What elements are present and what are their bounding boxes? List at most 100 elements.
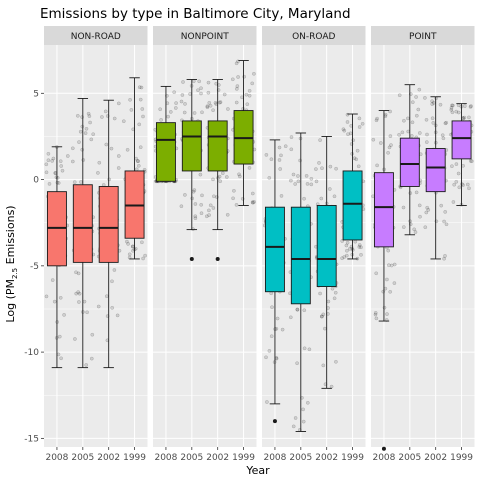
chart-title: Emissions by type in Baltimore City, Mar… xyxy=(40,6,351,22)
jitter-point xyxy=(302,346,307,351)
jitter-point xyxy=(204,214,209,219)
jitter-point xyxy=(334,166,338,171)
box-body xyxy=(451,120,472,160)
box-body xyxy=(72,184,93,263)
jitter-point xyxy=(443,121,448,126)
jitter-point xyxy=(234,203,239,207)
jitter-point xyxy=(129,108,134,112)
jitter-point xyxy=(449,107,454,112)
jitter-point xyxy=(80,124,85,129)
jitter-point xyxy=(359,252,363,257)
jitter-point xyxy=(387,145,392,150)
jitter-point xyxy=(70,146,75,151)
box-body xyxy=(425,148,446,193)
jitter-point xyxy=(342,255,347,259)
jitter-point xyxy=(116,101,121,106)
jitter-point xyxy=(247,166,252,170)
jitter-point xyxy=(191,79,196,84)
jitter-point xyxy=(193,214,198,219)
jitter-point xyxy=(96,171,100,175)
jitter-point xyxy=(166,114,170,119)
facet-panel: POINT 2008 2005 2002 1999 xyxy=(371,26,475,463)
jitter-point xyxy=(100,115,104,119)
jitter-point xyxy=(295,307,300,312)
jitter-point xyxy=(321,312,326,317)
jitter-point xyxy=(46,151,51,156)
jitter-point xyxy=(314,167,318,171)
jitter-point xyxy=(235,84,240,88)
jitter-point xyxy=(104,294,109,299)
jitter-point xyxy=(74,291,79,296)
jitter-point xyxy=(269,334,274,339)
jitter-point xyxy=(112,116,117,121)
jitter-point xyxy=(51,156,56,161)
jitter-point xyxy=(468,105,473,109)
jitter-point xyxy=(125,239,129,244)
jitter-point xyxy=(301,419,306,424)
jitter-point xyxy=(192,111,197,115)
jitter-point xyxy=(77,291,82,296)
jitter-point xyxy=(346,132,350,137)
jitter-point xyxy=(401,205,406,210)
jitter-point xyxy=(454,162,459,166)
jitter-point xyxy=(270,305,274,310)
jitter-point xyxy=(250,191,255,196)
jitter-point xyxy=(424,117,429,122)
jitter-point xyxy=(449,106,454,110)
jitter-point xyxy=(59,356,63,361)
jitter-point xyxy=(179,99,184,104)
jitter-point xyxy=(450,103,455,108)
jitter-point xyxy=(462,104,467,109)
box-body xyxy=(181,120,202,172)
facet-strip xyxy=(262,26,366,45)
jitter-point xyxy=(128,97,132,102)
jitter-point xyxy=(62,313,66,317)
jitter-point xyxy=(84,363,89,367)
jitter-point xyxy=(469,104,473,108)
box-2008 xyxy=(46,146,67,369)
jitter-point xyxy=(269,291,274,296)
jitter-point xyxy=(431,121,436,125)
jitter-point xyxy=(77,300,81,304)
jitter-point xyxy=(397,93,402,98)
jitter-point xyxy=(359,245,363,250)
jitter-point xyxy=(305,182,310,186)
jitter-point xyxy=(234,100,239,105)
jitter-point xyxy=(247,93,252,98)
jitter-point xyxy=(442,256,446,261)
jitter-point xyxy=(89,356,94,361)
outlier-point xyxy=(189,256,194,261)
jitter-point xyxy=(251,200,255,205)
jitter-point xyxy=(222,92,227,97)
jitter-point xyxy=(374,271,379,276)
jitter-point xyxy=(241,106,245,111)
jitter-point xyxy=(96,304,101,309)
facet-panel: ON-ROAD 2008 2005 2002 1999 xyxy=(262,26,366,463)
x-tick-label: 2002 xyxy=(97,453,120,463)
jitter-point xyxy=(247,88,252,93)
jitter-point xyxy=(314,179,319,184)
jitter-point xyxy=(467,186,471,191)
jitter-point xyxy=(174,101,178,105)
y-axis-title-suffix: Emissions) xyxy=(4,205,17,267)
x-tick-label: 2005 xyxy=(289,453,312,463)
jitter-point xyxy=(75,113,80,118)
jitter-point xyxy=(234,87,239,91)
jitter-point xyxy=(110,279,114,284)
jitter-point xyxy=(302,196,306,201)
jitter-point xyxy=(357,125,362,129)
jitter-point xyxy=(468,159,473,163)
jitter-point xyxy=(374,118,379,123)
y-tick-label: -5 xyxy=(30,262,39,272)
jitter-point xyxy=(275,316,280,321)
jitter-point xyxy=(199,211,204,216)
jitter-point xyxy=(289,178,293,183)
jitter-point xyxy=(44,294,49,299)
facet-strip-label: NON-ROAD xyxy=(71,32,121,42)
jitter-point xyxy=(402,118,406,123)
jitter-point xyxy=(245,102,250,107)
jitter-point xyxy=(410,100,415,105)
x-tick-label: 2008 xyxy=(372,453,395,463)
jitter-point xyxy=(418,214,422,219)
